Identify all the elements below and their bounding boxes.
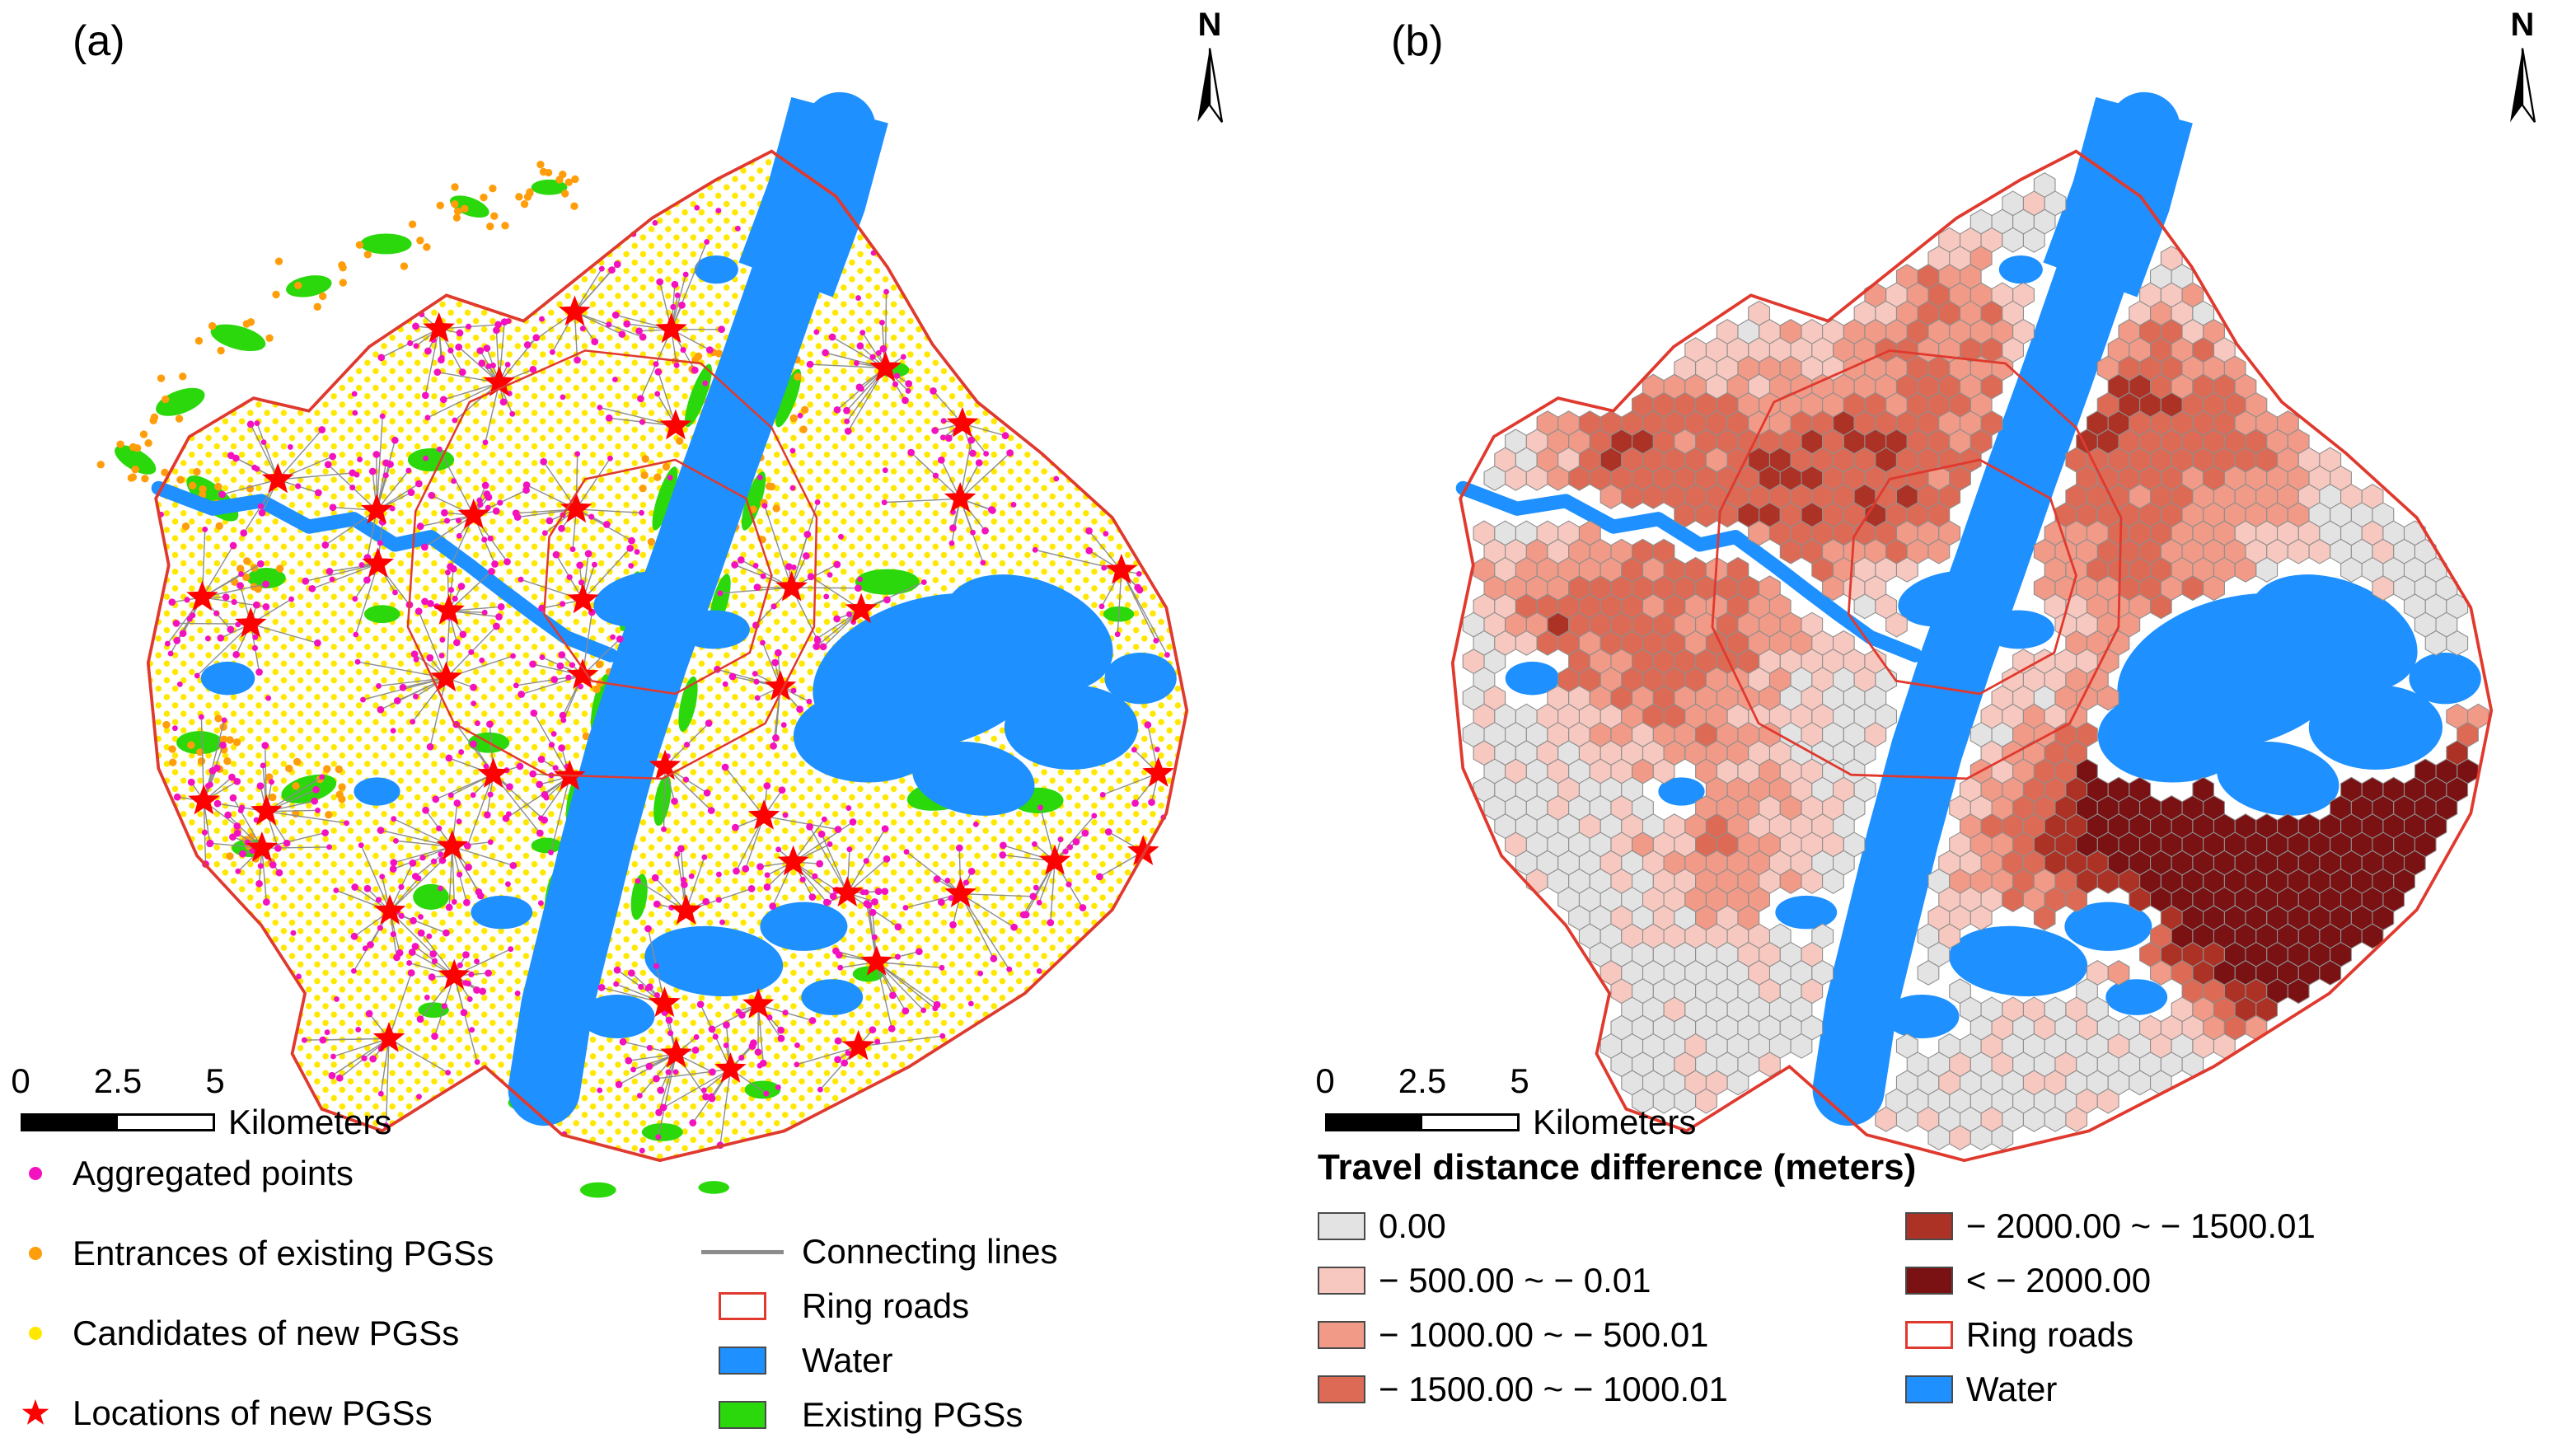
north-label: N (2510, 7, 2535, 43)
legend-label: Entrances of existing PGSs (73, 1234, 494, 1272)
scalebar-tick: 0 (1315, 1061, 1335, 1100)
panel-a-label: (a) (73, 17, 125, 65)
legend-label: < − 2000.00 (1965, 1261, 2152, 1300)
legend-item-ring-roads: Ring roads (696, 1286, 1058, 1326)
legend-label: − 2000.00 ~ − 1500.01 (1965, 1206, 2316, 1245)
legend-panel-b: Travel distance difference (meters) 0.00… (1318, 1147, 2316, 1424)
class-3-swatch (1318, 1375, 1365, 1403)
new-pgs-star-icon (21, 1398, 49, 1425)
legend-item-candidates-new-pgs: Candidates of new PGSs (12, 1314, 494, 1353)
scalebar-tick: 2.5 (1398, 1061, 1447, 1100)
scalebar-tick: 5 (1510, 1061, 1529, 1100)
legend-item-class-1: − 500.00 ~ − 0.01 (1318, 1261, 1728, 1300)
legend-item-class-4: − 2000.00 ~ − 1500.01 (1904, 1206, 2316, 1246)
scalebar-tick: 2.5 (93, 1061, 143, 1100)
candidates-dot-icon (29, 1327, 42, 1340)
scalebar-a: 0 2.5 5 Kilometers (11, 1061, 392, 1142)
ring-roads-swatch (719, 1292, 766, 1320)
scalebar-bar (1325, 1113, 1520, 1131)
map-b (1450, 91, 2494, 1163)
legend-label: Aggregated points (73, 1154, 354, 1192)
class-4-swatch (1904, 1212, 1953, 1240)
legend-label: Connecting lines (802, 1232, 1058, 1271)
legend-label: − 500.00 ~ − 0.01 (1379, 1261, 1651, 1300)
legend-item-locations-new-pgs: Locations of new PGSs (12, 1393, 494, 1433)
scalebar-ticks: 0 2.5 5 (11, 1061, 224, 1101)
legend-item-class-0: 0.00 (1318, 1206, 1728, 1246)
class-1-swatch (1318, 1267, 1365, 1295)
north-arrow-b: N (2498, 7, 2547, 139)
panel-b: (b) N 0 2.5 5 Kilometers Travel distance… (1288, 0, 2576, 1452)
legend-label: − 1000.00 ~ − 500.01 (1379, 1315, 1709, 1354)
legend-item-water-b: Water (1904, 1370, 2316, 1409)
aggregated-points-dot-icon (29, 1167, 42, 1180)
class-2-swatch (1318, 1321, 1365, 1349)
scalebar-bar (21, 1113, 215, 1131)
class-0-swatch (1318, 1212, 1365, 1240)
legend-item-water: Water (696, 1341, 1058, 1380)
legend-label: 0.00 (1379, 1206, 1446, 1245)
legend-item-class-3: − 1500.00 ~ − 1000.01 (1318, 1370, 1728, 1409)
map-a (96, 91, 1189, 1198)
panel-b-label: (b) (1391, 17, 1444, 65)
legend-item-existing-pgs: Existing PGSs (696, 1395, 1058, 1435)
legend-label: Ring roads (802, 1286, 970, 1325)
legend-label: − 1500.00 ~ − 1000.01 (1379, 1370, 1728, 1408)
legend-item-class-5: < − 2000.00 (1904, 1261, 2316, 1300)
ring-roads-swatch (1904, 1321, 1953, 1349)
existing-pgs-swatch (719, 1401, 766, 1429)
scalebar-tick: 5 (205, 1061, 225, 1100)
legend-b-right-column: − 2000.00 ~ − 1500.01 < − 2000.00 Ring r… (1904, 1206, 2316, 1424)
legend-panel-a-right: Connecting lines Ring roads Water Existi… (696, 1232, 1058, 1450)
legend-item-aggregated-points: Aggregated points (12, 1154, 494, 1193)
scalebar-tick: 0 (11, 1061, 30, 1100)
scalebar-unit: Kilometers (228, 1103, 392, 1141)
legend-panel-a-left: Aggregated points Entrances of existing … (12, 1154, 494, 1452)
legend-item-entrances-existing-pgs: Entrances of existing PGSs (12, 1234, 494, 1273)
legend-label: Water (802, 1341, 893, 1379)
north-arrow-icon (1197, 48, 1224, 123)
legend-item-ring-roads-b: Ring roads (1904, 1315, 2316, 1355)
legend-b-title: Travel distance difference (meters) (1318, 1147, 1917, 1187)
legend-item-connecting-lines: Connecting lines (696, 1232, 1058, 1272)
panel-a: (a) N 0 2.5 5 Kilometers Aggregated poin… (11, 7, 1234, 1452)
north-label: N (1197, 7, 1222, 43)
legend-label: Existing PGSs (802, 1395, 1023, 1434)
legend-label: Locations of new PGSs (73, 1393, 433, 1432)
scalebar-b: 0 2.5 5 Kilometers (1315, 1061, 1697, 1142)
entrances-dot-icon (29, 1247, 42, 1260)
class-5-swatch (1904, 1267, 1953, 1295)
north-arrow-icon (2510, 48, 2536, 123)
water-swatch (719, 1347, 766, 1375)
legend-label: Ring roads (1965, 1315, 2134, 1354)
connecting-line-icon (701, 1249, 784, 1254)
legend-b-left-column: 0.00 − 500.00 ~ − 0.01 − 1000.00 ~ − 500… (1318, 1206, 1728, 1424)
legend-label: Candidates of new PGSs (73, 1314, 460, 1352)
water-swatch (1904, 1375, 1953, 1403)
legend-item-class-2: − 1000.00 ~ − 500.01 (1318, 1315, 1728, 1355)
north-arrow-a: N (1185, 7, 1234, 139)
scalebar-ticks: 0 2.5 5 (1315, 1061, 1529, 1101)
scalebar-unit: Kilometers (1533, 1103, 1697, 1141)
legend-label: Water (1965, 1370, 2058, 1408)
